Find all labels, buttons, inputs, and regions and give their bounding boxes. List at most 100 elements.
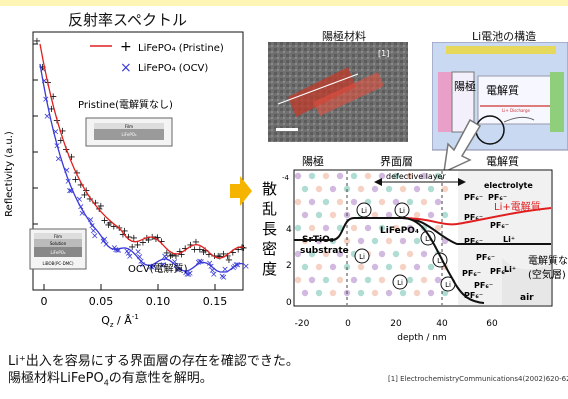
ocv-point: × bbox=[66, 187, 74, 197]
y-label-char: 乱 bbox=[262, 200, 277, 218]
y-label-char: 密 bbox=[262, 240, 277, 258]
ocv-point: × bbox=[185, 270, 193, 280]
ocv-point: × bbox=[172, 262, 180, 272]
ocv-point: × bbox=[195, 258, 203, 268]
li-circle-label: Li bbox=[445, 281, 451, 289]
ocv-point: × bbox=[136, 252, 144, 262]
pristine-point: + bbox=[157, 236, 165, 247]
li-plus-label-1: Li⁺ bbox=[503, 235, 515, 244]
ocv-point: × bbox=[150, 262, 158, 272]
ocv-point: × bbox=[209, 266, 217, 276]
ocv-point: × bbox=[102, 240, 110, 250]
pristine-point: + bbox=[71, 175, 79, 186]
legend-marker-ocv: × bbox=[120, 60, 132, 76]
pristine-point: + bbox=[106, 218, 114, 229]
pf6-label: PF₆⁻ bbox=[464, 237, 483, 246]
li-circle-label: Li bbox=[437, 257, 443, 265]
depth-tick-label: 20 bbox=[390, 319, 402, 329]
pristine-point: + bbox=[144, 235, 152, 246]
pristine-point: + bbox=[186, 240, 194, 251]
pristine-point: + bbox=[177, 249, 185, 260]
y-axis-label: Reflectivity (a.u.) bbox=[4, 131, 15, 217]
x-tick-label: 0.15 bbox=[203, 295, 228, 308]
pristine-point: + bbox=[181, 243, 189, 254]
pristine-point: + bbox=[219, 249, 227, 260]
svg-text:Film: Film bbox=[54, 234, 62, 239]
top-banner bbox=[0, 0, 568, 6]
ocv-point: × bbox=[134, 248, 142, 258]
ocv-point: × bbox=[137, 257, 145, 267]
ocv-fit-line bbox=[39, 63, 245, 273]
y-label-char: 度 bbox=[262, 260, 277, 278]
svg-text:LiFePO₄: LiFePO₄ bbox=[50, 250, 65, 255]
ocv-point: × bbox=[161, 252, 169, 262]
pristine-point: + bbox=[57, 136, 65, 147]
pf6-label: PF₆⁻ bbox=[488, 193, 507, 202]
svg-text:LiBOB(PC-DMC): LiBOB(PC-DMC) bbox=[43, 261, 74, 266]
pristine-point: + bbox=[216, 252, 224, 263]
ocv-point: × bbox=[160, 260, 168, 270]
y-tick-0: 0 bbox=[286, 298, 292, 308]
cell-discharge-label: Li+ Discharge bbox=[502, 108, 531, 113]
pristine-point: + bbox=[168, 250, 176, 261]
ocv-point: × bbox=[158, 261, 166, 271]
cell-electrolyte-label: 電解質 bbox=[486, 83, 519, 97]
ocv-point: × bbox=[210, 270, 218, 280]
pristine-point: + bbox=[119, 230, 127, 241]
header-electrolyte: 電解質 bbox=[486, 154, 519, 168]
ocv-point: × bbox=[171, 258, 179, 268]
conclusion-line-2: 陽極材料LiFePO4の有意性を解明。 bbox=[8, 371, 213, 388]
pristine-point: + bbox=[77, 180, 85, 191]
ocv-point: × bbox=[174, 266, 182, 276]
pristine-point: + bbox=[153, 232, 161, 243]
ocv-point: × bbox=[113, 246, 121, 256]
x-tick-label: 0.10 bbox=[146, 295, 171, 308]
pristine-point: + bbox=[110, 222, 118, 233]
ocv-point: × bbox=[182, 269, 190, 279]
battery-structure-title: Li電池の構造 bbox=[472, 30, 537, 43]
no-electrolyte-label: 電解質なし bbox=[528, 254, 568, 267]
electrolyte-en-label: electrolyte bbox=[484, 181, 533, 190]
air-label: air bbox=[520, 293, 534, 303]
ocv-point: × bbox=[101, 235, 109, 245]
pf6-label: PF₆⁻ bbox=[464, 291, 483, 300]
ocv-point: × bbox=[220, 273, 228, 283]
profile-curve-air bbox=[401, 217, 485, 304]
pf6-label: PF₆⁻ bbox=[490, 221, 509, 230]
pristine-point: + bbox=[172, 251, 180, 262]
pristine-point: + bbox=[139, 238, 147, 249]
ocv-point: × bbox=[64, 177, 72, 187]
pristine-point: + bbox=[49, 91, 57, 102]
pristine-point: + bbox=[100, 216, 108, 227]
pristine-point: + bbox=[176, 247, 184, 258]
li-plus-label-2: Li⁺ bbox=[504, 265, 516, 274]
pointer-arrow bbox=[230, 176, 252, 206]
pristine-point: + bbox=[214, 251, 222, 262]
depth-tick-label: -20 bbox=[295, 319, 310, 329]
ocv-point: × bbox=[126, 252, 134, 262]
ocv-point: × bbox=[125, 249, 133, 259]
pf6-label: PF₆⁻ bbox=[490, 267, 509, 276]
ocv-point: × bbox=[41, 77, 49, 87]
ocv-point: × bbox=[76, 195, 84, 205]
y-label-char: 散 bbox=[262, 180, 277, 198]
ocv-point: × bbox=[186, 269, 194, 279]
pf6-ions: PF₆⁻ PF₆⁻PF₆⁻PF₆⁻PF₆⁻PF₆⁻PF₆⁻PF₆⁻PF₆⁻PF₆⁻ bbox=[462, 193, 509, 300]
ocv-point: × bbox=[39, 65, 47, 75]
pristine-point: + bbox=[38, 62, 46, 73]
pristine-point: + bbox=[97, 201, 105, 212]
header-interface: 界面層 bbox=[380, 155, 413, 168]
pristine-point: + bbox=[91, 198, 99, 209]
pristine-point: + bbox=[225, 255, 233, 266]
cell-anode-label: 陽極 bbox=[454, 79, 476, 93]
pristine-annotation: Pristine(電解質なし) bbox=[78, 98, 173, 111]
sld-profile-plot: 陽極 界面層 電解質 defective layer electrolyte S… bbox=[262, 154, 568, 343]
li-circle-label: Li bbox=[361, 207, 367, 215]
legend-marker-pristine: + bbox=[120, 39, 132, 55]
ocv-point: × bbox=[43, 112, 51, 122]
battery-structure-diagram: 陽極 電解質 Li+ Discharge bbox=[432, 42, 568, 151]
pf6-label: PF₆⁻ bbox=[464, 193, 483, 202]
pristine-point: + bbox=[239, 243, 247, 254]
inset-ocv-structure: Film Solution LiFePO₄ LiBOB(PC-DMC) bbox=[29, 228, 87, 270]
